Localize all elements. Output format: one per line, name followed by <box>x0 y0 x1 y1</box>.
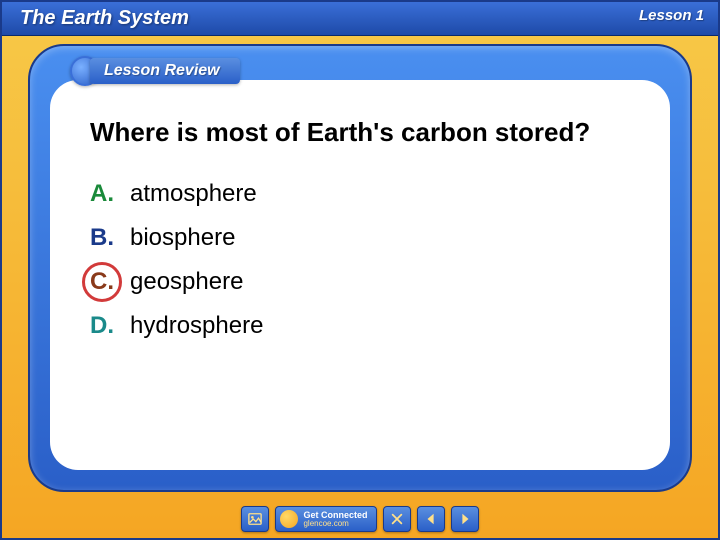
answer-text: biosphere <box>130 224 235 252</box>
answer-letter: B. <box>90 224 118 252</box>
get-connected-button[interactable]: Get Connected glencoe.com <box>275 506 376 532</box>
content-frame: Lesson Review Where is most of Earth's c… <box>28 44 692 492</box>
close-icon <box>390 512 404 526</box>
answer-letter: C. <box>90 268 118 296</box>
answer-text: hydrosphere <box>130 312 263 340</box>
answer-option-a[interactable]: A. atmosphere <box>90 180 630 208</box>
globe-icon <box>280 510 298 528</box>
footer-toolbar: Get Connected glencoe.com <box>2 500 718 538</box>
lesson-badge: Lesson 1 <box>639 7 704 24</box>
connect-line2: glencoe.com <box>303 520 367 528</box>
answer-letter: D. <box>90 312 118 340</box>
image-button[interactable] <box>241 506 269 532</box>
answer-list: A. atmosphere B. biosphere C. geosphere … <box>90 180 630 340</box>
chevron-right-icon <box>458 512 472 526</box>
answer-letter: A. <box>90 180 118 208</box>
answer-text: atmosphere <box>130 180 257 208</box>
connect-label: Get Connected glencoe.com <box>303 511 367 528</box>
header-bar: The Earth System Lesson 1 <box>2 2 718 36</box>
chevron-left-icon <box>424 512 438 526</box>
answer-option-c[interactable]: C. geosphere <box>90 268 630 296</box>
question-card: Where is most of Earth's carbon stored? … <box>50 80 670 470</box>
answer-option-b[interactable]: B. biosphere <box>90 224 630 252</box>
question-text: Where is most of Earth's carbon stored? <box>90 118 630 148</box>
close-button[interactable] <box>383 506 411 532</box>
answer-text: geosphere <box>130 268 243 296</box>
answer-option-d[interactable]: D. hydrosphere <box>90 312 630 340</box>
slide-frame: The Earth System Lesson 1 Lesson Review … <box>0 0 720 540</box>
image-icon <box>248 512 262 526</box>
tab-label: Lesson Review <box>90 58 240 84</box>
next-button[interactable] <box>451 506 479 532</box>
prev-button[interactable] <box>417 506 445 532</box>
header-title: The Earth System <box>2 2 718 30</box>
lesson-review-tab: Lesson Review <box>70 56 240 86</box>
